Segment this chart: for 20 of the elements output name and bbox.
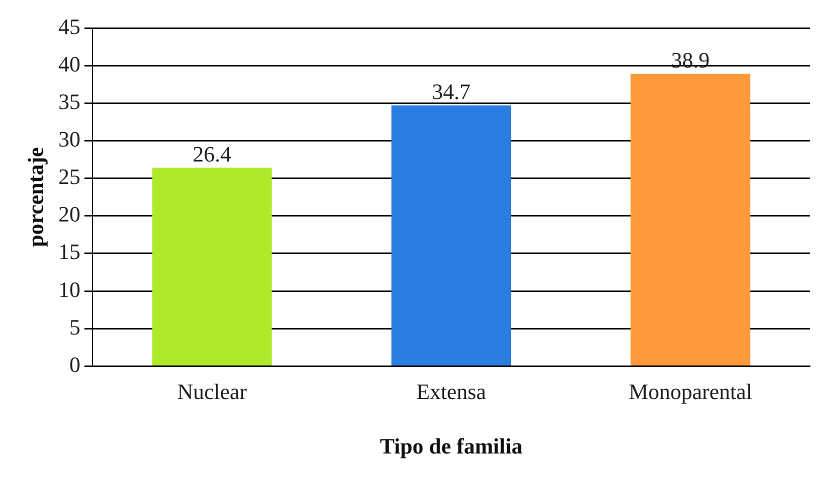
- bar: [152, 168, 272, 366]
- y-tick-label: 0: [69, 352, 80, 377]
- y-tick-label: 10: [58, 276, 80, 302]
- y-tick-label: 25: [58, 164, 80, 190]
- y-tick-label: 20: [58, 202, 80, 227]
- y-tick-label: 15: [58, 239, 80, 264]
- y-tick-label: 30: [58, 126, 80, 152]
- y-tick-label: 40: [58, 51, 80, 76]
- bar: [391, 105, 511, 366]
- x-tick-label: Monoparental: [628, 379, 752, 404]
- y-tick-label: 45: [58, 14, 80, 39]
- y-tick-label: 35: [58, 88, 80, 114]
- data-label: 34.7: [432, 79, 470, 104]
- x-tick-label: Nuclear: [177, 379, 248, 404]
- y-axis-title: porcentaje: [22, 146, 48, 247]
- x-axis-title: Tipo de familia: [380, 433, 523, 458]
- data-label: 26.4: [192, 142, 232, 167]
- bar: [630, 74, 750, 366]
- x-tick-label: Extensa: [416, 379, 486, 404]
- y-tick-label: 5: [69, 314, 80, 340]
